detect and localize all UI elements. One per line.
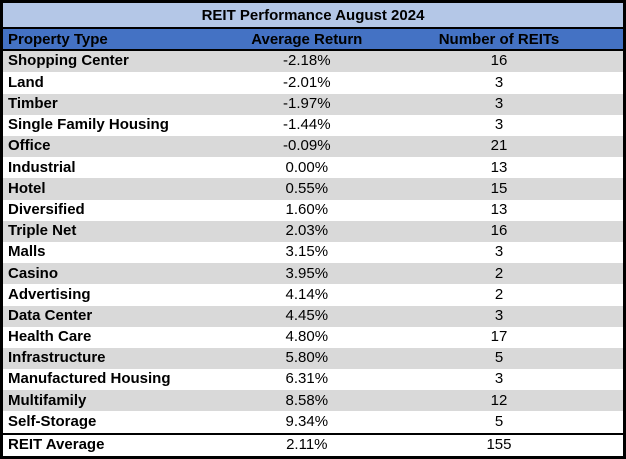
title-row: REIT Performance August 2024	[3, 3, 623, 29]
property-type-cell: Office	[3, 136, 239, 158]
table-row: Industrial 0.00% 13	[3, 157, 623, 178]
property-type-cell: Shopping Center	[3, 50, 239, 73]
average-return-cell: 4.14%	[285, 285, 329, 303]
average-return-cell: 8.58%	[238, 390, 375, 412]
average-return-cell: -1.97%	[238, 93, 375, 115]
table-row: Diversified 1.60% 13	[3, 200, 623, 221]
reit-count-cell: 3	[374, 93, 623, 115]
table-row: Manufactured Housing 6.31% 3	[3, 369, 623, 390]
summary-property-label: REIT Average	[3, 433, 239, 456]
column-header-average-return: Average Return	[238, 28, 375, 51]
property-type-cell: Single Family Housing	[8, 116, 169, 134]
reit-count-cell: 3	[494, 243, 504, 261]
average-return-cell: 4.80%	[285, 328, 329, 346]
reit-count-cell: 2	[374, 263, 623, 285]
average-return-cell: 0.00%	[285, 158, 329, 176]
table-row: Land -2.01% 3	[3, 72, 623, 93]
table-row: Office -0.09% 21	[3, 136, 623, 158]
average-return-cell: 6.31%	[285, 370, 329, 388]
reit-count-cell: 16	[374, 50, 623, 73]
average-return-cell: -1.44%	[283, 116, 331, 134]
average-return-cell: -2.18%	[238, 50, 375, 73]
reit-count-cell: 3	[494, 73, 504, 91]
property-type-cell: Diversified	[8, 200, 85, 218]
average-return-cell: 9.34%	[285, 412, 329, 430]
property-type-cell: Casino	[3, 263, 239, 285]
summary-number-of-reits: 155	[374, 433, 623, 456]
table-row: Triple Net 2.03% 16	[3, 220, 623, 242]
reit-count-cell: 2	[494, 285, 504, 303]
property-type-cell: Land	[8, 73, 44, 91]
reit-count-cell: 17	[490, 328, 508, 346]
table-title: REIT Performance August 2024	[3, 3, 623, 29]
table-row: Self-Storage 9.34% 5	[3, 411, 623, 434]
average-return-cell: 4.45%	[238, 305, 375, 327]
table-row: Timber -1.97% 3	[3, 93, 623, 115]
header-row: Property Type Average Return Number of R…	[3, 28, 623, 51]
property-type-cell: Data Center	[3, 305, 239, 327]
table-body: Shopping Center -2.18% 16 Land -2.01% 3 …	[3, 50, 623, 434]
reit-count-cell: 5	[374, 347, 623, 370]
table-row: Single Family Housing -1.44% 3	[3, 115, 623, 136]
summary-row: REIT Average 2.11% 155	[3, 433, 623, 456]
reit-count-cell: 3	[374, 305, 623, 327]
property-type-cell: Infrastructure	[3, 347, 239, 370]
reit-count-cell: 3	[494, 116, 504, 134]
property-type-cell: Hotel	[3, 178, 239, 200]
summary-average-return: 2.11%	[238, 433, 375, 456]
property-type-cell: Health Care	[8, 328, 92, 346]
property-type-cell: Advertising	[8, 285, 91, 303]
table-row: Advertising 4.14% 2	[3, 284, 623, 305]
reit-count-cell: 12	[374, 390, 623, 412]
average-return-cell: 1.60%	[285, 200, 329, 218]
average-return-cell: 5.80%	[238, 347, 375, 370]
table-row: Health Care 4.80% 17	[3, 327, 623, 348]
table-row: Hotel 0.55% 15	[3, 178, 623, 200]
table-row: Shopping Center -2.18% 16	[3, 50, 623, 73]
property-type-cell: Multifamily	[3, 390, 239, 412]
property-type-cell: Industrial	[8, 158, 76, 176]
property-type-cell: Self-Storage	[8, 412, 97, 430]
average-return-cell: -0.09%	[238, 136, 375, 158]
average-return-cell: 0.55%	[238, 178, 375, 200]
average-return-cell: -2.01%	[283, 73, 331, 91]
reit-count-cell: 21	[374, 136, 623, 158]
property-type-cell: Triple Net	[3, 220, 239, 242]
reit-count-cell: 13	[490, 200, 508, 218]
reit-count-cell: 3	[494, 370, 504, 388]
property-type-cell: Timber	[3, 93, 239, 115]
table-row: Malls 3.15% 3	[3, 242, 623, 263]
average-return-cell: 2.03%	[238, 220, 375, 242]
data-table: REIT Performance August 2024 Property Ty…	[3, 3, 623, 456]
column-header-property-type: Property Type	[3, 28, 239, 51]
table-row: Casino 3.95% 2	[3, 263, 623, 285]
average-return-cell: 3.15%	[285, 243, 329, 261]
table-row: Infrastructure 5.80% 5	[3, 347, 623, 370]
column-header-number-of-reits: Number of REITs	[374, 28, 623, 51]
table-row: Data Center 4.45% 3	[3, 305, 623, 327]
table-row: Multifamily 8.58% 12	[3, 390, 623, 412]
property-type-cell: Manufactured Housing	[8, 370, 171, 388]
reit-count-cell: 16	[374, 220, 623, 242]
reit-count-cell: 13	[490, 158, 508, 176]
property-type-cell: Malls	[8, 243, 46, 261]
reit-count-cell: 15	[374, 178, 623, 200]
average-return-cell: 3.95%	[238, 263, 375, 285]
reit-count-cell: 5	[494, 412, 504, 430]
